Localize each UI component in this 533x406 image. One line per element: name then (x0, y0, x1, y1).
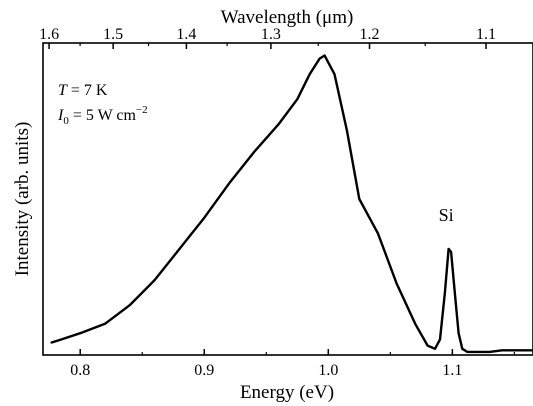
top-tick-label: 1.3 (261, 26, 281, 43)
top-tick-label: 1.6 (39, 26, 59, 43)
y-axis-title: Intensity (arb. units) (12, 122, 33, 277)
plot-frame (42, 42, 533, 356)
x-tick-label: 1.1 (442, 362, 462, 379)
x-tick-label: 0.9 (194, 362, 214, 379)
top-tick-label: 1.1 (476, 26, 496, 43)
top-ticks: 1.6 1.5 1.4 1.3 1.2 1.1 (39, 26, 496, 49)
top-tick-label: 1.4 (176, 26, 196, 43)
spectrum-line (50, 54, 533, 354)
si-peak-label: Si (439, 205, 454, 225)
temperature-annotation: T = 7 K (58, 82, 108, 99)
ticks: 0.8 0.9 1.0 1.1 (70, 349, 515, 379)
top-tick-label: 1.5 (103, 26, 123, 43)
x-tick-label: 0.8 (70, 362, 90, 379)
top-axis-title: Wavelength (μm) (221, 7, 354, 28)
x-tick-label: 1.0 (318, 362, 338, 379)
excitation-intensity-annotation: I0 = 5 W cm−2 (57, 104, 148, 127)
top-tick-label: 1.2 (360, 26, 380, 43)
x-axis-title: Energy (eV) (240, 382, 334, 403)
